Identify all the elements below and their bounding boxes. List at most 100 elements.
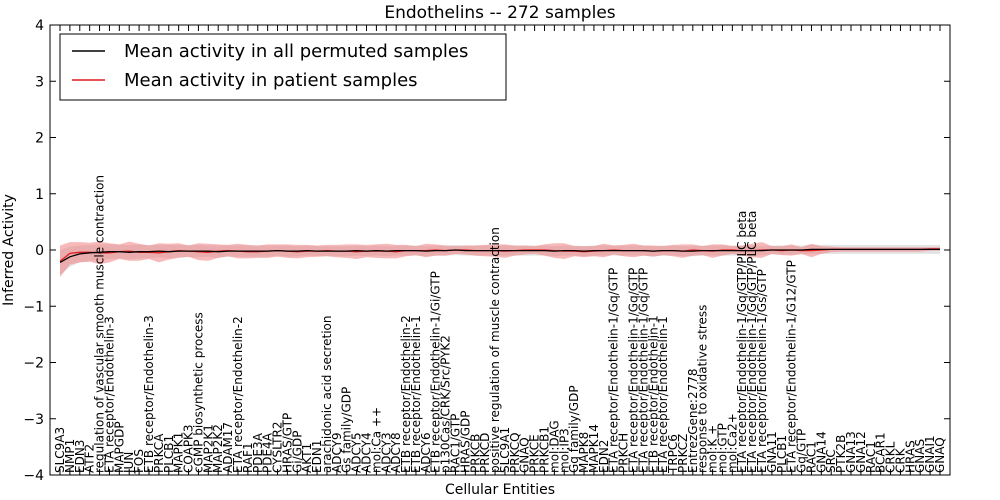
- x-tick-label: ADCY3: [379, 432, 393, 473]
- y-tick-label: −1: [23, 299, 44, 315]
- x-tick-label: PRKCH: [617, 433, 631, 473]
- x-tick-label: arachidonic acid secretion: [320, 316, 334, 473]
- x-tick-label: CRK: [893, 447, 907, 473]
- series-line-permuted: [59, 248, 940, 263]
- x-tick-label: ETA receptor/Endothelin-1/Gq/GTP/PLC bet…: [745, 211, 759, 473]
- x-tick-label: ETB receptor/Endothelin-1: [646, 315, 660, 473]
- x-tick-label: regulation of vascular smooth muscle con…: [93, 175, 107, 473]
- x-tick-label: ETA receptor/Endothelin-1/Gq/GTP: [636, 268, 650, 473]
- x-tick-label: Gi/GDP: [290, 431, 304, 473]
- x-tick-label: EDN3: [73, 440, 87, 473]
- legend: Mean activity in all permuted samples Me…: [59, 33, 507, 101]
- series-lines: [59, 248, 940, 263]
- x-tick-label: PDE3A: [251, 432, 265, 473]
- x-tick-label: ETB receptor/Endothelin-1/Gi/GTP: [429, 271, 443, 473]
- x-tick-label: Gq/GTP: [795, 429, 809, 473]
- x-tick-label: RAF1: [241, 442, 255, 473]
- y-tick-label: 2: [35, 131, 44, 147]
- x-tick-label: PRKCE: [528, 434, 542, 473]
- x-tick-label: mol:Ca ++: [369, 407, 383, 473]
- x-tick-label: ETB receptor/Endothelin-2: [399, 315, 413, 473]
- chart-title: Endothelins -- 272 samples: [384, 3, 615, 23]
- x-tick-label: PDE4A: [261, 432, 275, 473]
- y-tick-label: −4: [23, 468, 44, 484]
- x-tick-label: CYSLTR2: [271, 422, 285, 473]
- x-tick-label: mol:DAG: [547, 420, 561, 473]
- x-tick-label: RAC1/GTP: [449, 414, 463, 473]
- x-tick-label: Gs family/GDP: [340, 387, 354, 473]
- y-tick-label: 1: [35, 187, 44, 203]
- x-tick-label: ADCY5: [350, 432, 364, 473]
- x-tick-label: SRC: [824, 449, 838, 473]
- x-tick-label: GNAQ: [933, 437, 947, 473]
- x-tick-label: PRKCB1: [538, 426, 552, 473]
- x-tick-label: ETA receptor/Endothelin-1/Gq/GTP: [627, 268, 641, 473]
- x-tick-label: TRPC6: [666, 434, 680, 474]
- y-tick-label: 3: [35, 74, 44, 90]
- x-tick-label: MAPK14: [587, 424, 601, 473]
- x-tick-label: AKT1: [300, 443, 314, 473]
- x-tick-label: ETA receptor/Endothelin-1/G12/GTP: [785, 260, 799, 473]
- x-tick-label: ADAM17: [221, 422, 235, 473]
- x-tick-label: cGMP biosynthetic process: [191, 312, 205, 473]
- x-tick-label: ETB receptor/Endothelin-1: [409, 315, 423, 473]
- x-tick-label: GNA11: [765, 431, 779, 473]
- x-tick-label: NMP1: [63, 439, 77, 473]
- legend-label-patient: Mean activity in patient samples: [124, 70, 418, 91]
- x-tick-label: mol:Ca2+: [725, 413, 739, 473]
- x-tick-label: ETB receptor/Endothelin-3: [142, 315, 156, 473]
- x-tick-label: PRKCA: [152, 433, 166, 473]
- x-tick-label: COAPK3: [182, 424, 196, 473]
- y-tick-label: −3: [23, 412, 44, 428]
- x-tick-label: ADCY4: [360, 432, 374, 473]
- x-tick-label: mol:GTP: [716, 423, 730, 473]
- x-tick-label: PRKCD: [478, 433, 492, 473]
- x-tick-label: GNA14: [814, 431, 828, 473]
- x-tick-label: ADCY9: [330, 432, 344, 473]
- x-tick-label: mol:K +: [706, 425, 720, 473]
- y-axis-ticks: 4 3 2 1 0 −1 −2 −3 −4: [23, 18, 950, 484]
- x-tick-label: HRAS/GTP: [280, 413, 294, 473]
- x-tick-label: p130Cas/CRK/Src/PYK2: [439, 335, 453, 473]
- x-tick-label: ATF2: [83, 444, 97, 473]
- y-tick-label: 0: [35, 243, 44, 259]
- x-tick-label: HRAS: [903, 440, 917, 473]
- x-tick-label: RAC1: [805, 441, 819, 473]
- x-tick-label: response to oxidative stress: [696, 305, 710, 473]
- x-tick-label: BCAR1: [874, 432, 888, 473]
- x-tick-label: MAPK1: [172, 432, 186, 473]
- y-tick-label: 4: [35, 18, 44, 34]
- x-tick-label: HRAS/GDP: [458, 410, 472, 473]
- x-tick-label: PRKCZ: [676, 434, 690, 473]
- legend-box: [59, 33, 507, 101]
- x-tick-label: RAC1: [864, 441, 878, 473]
- x-tick-label: MAP2K1: [201, 424, 215, 473]
- x-tick-label: Gq family/GDP: [567, 385, 581, 473]
- x-tick-label: EDN1: [310, 440, 324, 473]
- x-tick-label: ETA receptor/Endothelin-1: [656, 316, 670, 473]
- x-tick-label: GNAQ: [518, 437, 532, 473]
- x-tick-label: ADCY6: [419, 432, 433, 473]
- x-tick-label: FOS: [132, 449, 146, 473]
- y-tick-label: −2: [23, 356, 44, 372]
- x-tick-label: CRKL: [884, 441, 898, 473]
- x-tick-label: MAPGDP: [112, 421, 126, 473]
- x-tick-label: ETA receptor/Endothelin-1/Gs/GTP: [755, 269, 769, 473]
- x-tick-label: PRKCQ: [508, 432, 522, 473]
- x-tick-label: ETA receptor/Endothelin-1/Gq/GTP/PLC bet…: [735, 211, 749, 473]
- x-tick-label: JUN: [122, 452, 136, 474]
- x-tick-label: ETA receptor/Endothelin-1/Gq/GTP: [607, 268, 621, 473]
- x-tick-label: GNA13: [844, 431, 858, 473]
- x-tick-label: positive regulation of muscle contractio…: [488, 227, 502, 473]
- x-tick-label: PLCB1: [162, 435, 176, 473]
- x-tick-label: SLC9A1: [498, 427, 512, 473]
- y-axis-label: Inferred Activity: [1, 194, 17, 306]
- x-tick-label: SLC9A3: [53, 427, 67, 473]
- x-tick-label: MAPK8: [577, 432, 591, 473]
- x-tick-label: EntrezGene:2778: [686, 369, 700, 474]
- x-tick-label: PLCB1: [775, 435, 789, 473]
- x-tick-label: EDN2: [597, 440, 611, 473]
- x-tick-label: GNAS: [913, 439, 927, 473]
- x-tick-label: GNA12: [854, 431, 868, 473]
